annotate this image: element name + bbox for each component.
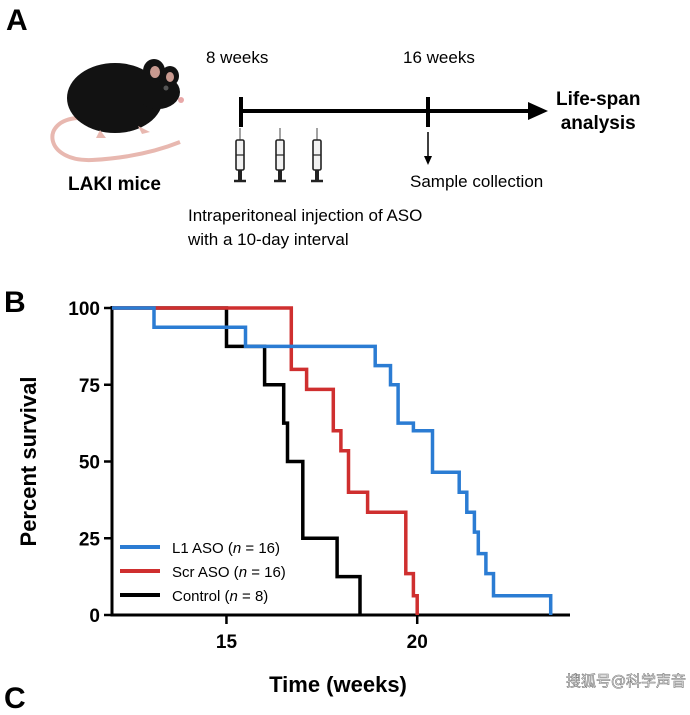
y-tick-label: 0 [89,606,100,627]
legend-label: L1 ASO (n = 16) [172,540,280,557]
experiment-timeline-diagram [50,59,548,183]
chart-series [112,306,553,615]
mouse-icon [50,59,184,163]
panel-a-letter: A [6,4,28,37]
arrow-down-icon [424,132,432,165]
panel-b-letter: B [4,286,26,319]
x-tick-label: 20 [407,632,428,653]
timeline-arrowhead [528,102,548,120]
chart-axes: 0 25 50 75 100 15 20 [68,299,570,653]
endpoint-label: Life-span analysis [556,89,641,134]
x-axis-label: Time (weeks) [269,672,407,697]
syringe-icon [274,128,286,183]
y-tick-label: 100 [68,299,100,320]
series-line-scr-aso [112,306,419,615]
watermark: 搜狐号@科学声音 [566,672,686,690]
y-tick-label: 25 [79,529,101,550]
mice-label: LAKI mice [68,174,161,195]
survival-chart: 0 25 50 75 100 15 20 L1 ASO (n = 16) Scr ASO (n… [16,299,686,697]
syringe-icon [311,128,323,183]
series-line-l1-aso [112,306,553,615]
legend-label: Scr ASO (n = 16) [172,564,286,581]
y-axis-label: Percent survival [16,377,41,547]
sample-collection-label: Sample collection [410,172,544,191]
y-tick-label: 50 [79,453,100,474]
syringe-icon [234,128,246,183]
x-tick-label: 15 [216,632,238,653]
timeline-start-label: 8 weeks [206,48,269,67]
legend-label: Control (n = 8) [172,588,268,605]
chart-legend: L1 ASO (n = 16) Scr ASO (n = 16) Control (… [120,540,286,605]
injection-label: Intraperitoneal injection of ASO with a … [188,206,423,249]
timeline-end-label: 16 weeks [403,48,475,67]
y-tick-label: 75 [79,376,101,397]
series-line-control [112,306,362,615]
